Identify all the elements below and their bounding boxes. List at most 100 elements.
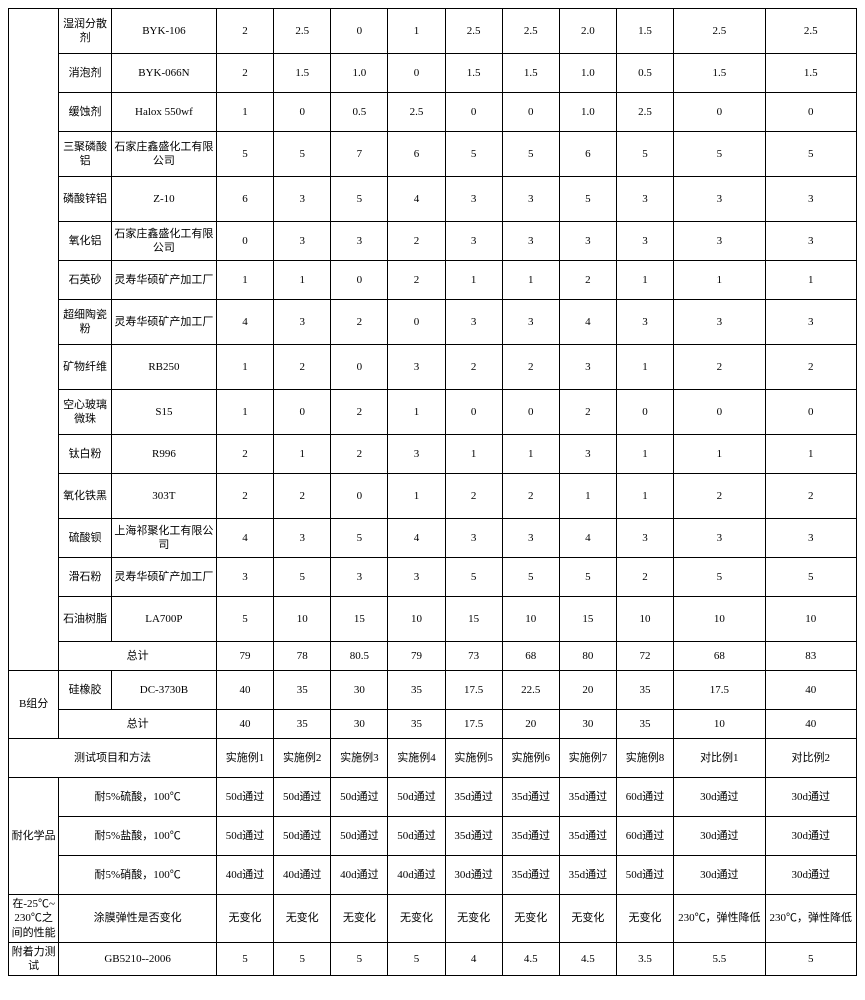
- cell: 35d通过: [502, 856, 559, 895]
- cell: 35d通过: [445, 778, 502, 817]
- cell: 22.5: [502, 671, 559, 710]
- cell: 50d通过: [216, 817, 273, 856]
- cell: 3: [559, 345, 616, 390]
- cell: 3: [765, 177, 856, 222]
- row-label: 三聚磷酸铝: [59, 132, 112, 177]
- cell: 35: [274, 671, 331, 710]
- cell: 5: [216, 597, 273, 642]
- cell: 35: [616, 710, 673, 739]
- cell: 1: [765, 435, 856, 474]
- cell: 3: [765, 519, 856, 558]
- group-a-header: [9, 9, 59, 671]
- cell: 3: [445, 519, 502, 558]
- chem-header: 耐化学品: [9, 778, 59, 895]
- cell: 0: [331, 9, 388, 54]
- cell: 2: [274, 474, 331, 519]
- cell: 230℃，弹性降低: [674, 895, 765, 943]
- row-label: 磷酸锌铝: [59, 177, 112, 222]
- cell: 1: [502, 261, 559, 300]
- cell: 1: [216, 261, 273, 300]
- elastic-test: 涂膜弹性是否变化: [59, 895, 217, 943]
- cell: 2: [502, 474, 559, 519]
- cell: 0: [331, 261, 388, 300]
- cell: 2: [331, 390, 388, 435]
- cell: 1.0: [559, 93, 616, 132]
- cell: 6: [388, 132, 445, 177]
- cell: 5.5: [674, 942, 765, 976]
- cell: 68: [674, 642, 765, 671]
- cell: 5: [502, 132, 559, 177]
- cell: 1: [216, 93, 273, 132]
- cell: 0: [765, 93, 856, 132]
- cell: 35d通过: [559, 817, 616, 856]
- cell: 5: [274, 558, 331, 597]
- cell: 3: [559, 435, 616, 474]
- cell: 3: [331, 558, 388, 597]
- cell: 5: [331, 942, 388, 976]
- cell: 2: [674, 474, 765, 519]
- cell: 1: [274, 435, 331, 474]
- cell: 3: [616, 177, 673, 222]
- cell: 10: [674, 597, 765, 642]
- row-source: 303T: [111, 474, 216, 519]
- cell: 4.5: [559, 942, 616, 976]
- chem-test: 耐5%硫酸，100℃: [59, 778, 217, 817]
- cell: 5: [765, 942, 856, 976]
- cell: 15: [559, 597, 616, 642]
- cell: 1.5: [502, 54, 559, 93]
- cell: 10: [388, 597, 445, 642]
- cell: 0: [274, 390, 331, 435]
- cell: 3: [674, 222, 765, 261]
- cell: 3: [445, 177, 502, 222]
- row-source: 灵寿华硕矿产加工厂: [111, 300, 216, 345]
- cell: 40: [216, 710, 273, 739]
- cell: 50d通过: [216, 778, 273, 817]
- cell: 2: [674, 345, 765, 390]
- cell: 5: [502, 558, 559, 597]
- cell: 1: [388, 474, 445, 519]
- cell: 40d通过: [216, 856, 273, 895]
- cell: 5: [445, 132, 502, 177]
- row-label: 滑石粉: [59, 558, 112, 597]
- cell: 79: [388, 642, 445, 671]
- cell: 40: [765, 671, 856, 710]
- cell: 0: [616, 390, 673, 435]
- cell: 无变化: [388, 895, 445, 943]
- group-b-header: B组分: [9, 671, 59, 739]
- cell: 3: [674, 519, 765, 558]
- cell: 1: [216, 345, 273, 390]
- data-table: 湿润分散剂BYK-10622.5012.52.52.01.52.52.5消泡剂B…: [8, 8, 857, 976]
- cell: 60d通过: [616, 778, 673, 817]
- cell: 1: [559, 474, 616, 519]
- cell: 2: [274, 345, 331, 390]
- cell: 4: [216, 519, 273, 558]
- row-label: 湿润分散剂: [59, 9, 112, 54]
- cell: 80.5: [331, 642, 388, 671]
- cell: 50d通过: [274, 817, 331, 856]
- row-label: 氧化铁黑: [59, 474, 112, 519]
- cell: 30: [559, 710, 616, 739]
- adhesion-header: 附着力测试: [9, 942, 59, 976]
- cell: 230℃，弹性降低: [765, 895, 856, 943]
- cell: 35d通过: [502, 778, 559, 817]
- cell: 0: [445, 390, 502, 435]
- cell: 0: [674, 390, 765, 435]
- cell: 1: [216, 390, 273, 435]
- cell: 2.5: [502, 9, 559, 54]
- cell: 1: [616, 261, 673, 300]
- cell: 5: [616, 132, 673, 177]
- chem-test: 耐5%硝酸，100℃: [59, 856, 217, 895]
- cell: 3: [502, 177, 559, 222]
- cell: 0: [765, 390, 856, 435]
- cell: 2: [331, 435, 388, 474]
- test-header-label: 测试项目和方法: [9, 739, 217, 778]
- cell: 无变化: [331, 895, 388, 943]
- cell: 15: [331, 597, 388, 642]
- cell: 50d通过: [616, 856, 673, 895]
- cell: 3: [445, 222, 502, 261]
- cell: 3: [616, 222, 673, 261]
- cell: 3: [216, 558, 273, 597]
- cell: 10: [274, 597, 331, 642]
- cell: 35: [388, 710, 445, 739]
- cell: 40d通过: [274, 856, 331, 895]
